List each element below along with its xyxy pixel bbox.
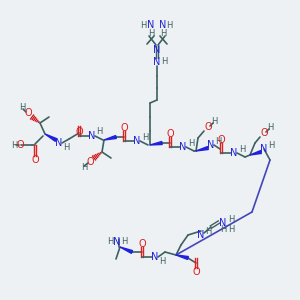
Polygon shape (196, 146, 208, 151)
Text: N: N (159, 20, 167, 30)
Text: H: H (11, 140, 17, 149)
Text: O: O (166, 129, 174, 139)
Text: O: O (138, 239, 146, 249)
Text: H: H (19, 103, 25, 112)
Text: H: H (166, 20, 172, 29)
Text: H: H (142, 133, 148, 142)
Text: H: H (160, 28, 166, 38)
Text: N: N (230, 148, 238, 158)
Text: O: O (24, 108, 32, 118)
Text: N: N (55, 138, 63, 148)
Text: H: H (205, 226, 211, 236)
Text: O: O (192, 267, 200, 277)
Text: N: N (113, 237, 121, 247)
Text: N: N (260, 144, 268, 154)
Text: H: H (267, 124, 273, 133)
Text: N: N (219, 218, 227, 228)
Text: N: N (153, 45, 161, 55)
Text: O: O (204, 122, 212, 132)
Text: N: N (151, 252, 159, 262)
Text: N: N (133, 136, 141, 146)
Text: H: H (188, 139, 194, 148)
Text: H: H (268, 140, 274, 149)
Text: H: H (228, 214, 234, 224)
Text: O: O (217, 135, 225, 145)
Text: N: N (153, 57, 161, 67)
Text: H: H (63, 142, 69, 152)
Text: H: H (121, 238, 127, 247)
Text: O: O (16, 140, 24, 150)
Text: H: H (140, 20, 146, 29)
Text: H: H (215, 136, 221, 146)
Text: O: O (86, 157, 94, 167)
Text: H: H (96, 128, 102, 136)
Text: O: O (120, 123, 128, 133)
Text: H: H (211, 118, 217, 127)
Text: N: N (197, 230, 205, 240)
Text: N: N (179, 142, 187, 152)
Polygon shape (104, 136, 116, 140)
Text: N: N (207, 140, 215, 150)
Text: H: H (220, 226, 226, 235)
Text: O: O (75, 127, 83, 137)
Text: H: H (161, 58, 167, 67)
Polygon shape (250, 151, 261, 155)
Polygon shape (150, 142, 162, 145)
Text: H: H (239, 145, 245, 154)
Text: H: H (159, 256, 165, 266)
Polygon shape (176, 255, 188, 260)
Polygon shape (45, 134, 57, 141)
Text: N: N (88, 131, 96, 141)
Text: H: H (107, 238, 113, 247)
Text: O: O (260, 128, 268, 138)
Text: N: N (147, 20, 155, 30)
Text: O: O (31, 155, 39, 165)
Text: H: H (81, 163, 87, 172)
Text: H: H (148, 28, 154, 38)
Polygon shape (120, 247, 133, 253)
Text: H: H (228, 226, 234, 235)
